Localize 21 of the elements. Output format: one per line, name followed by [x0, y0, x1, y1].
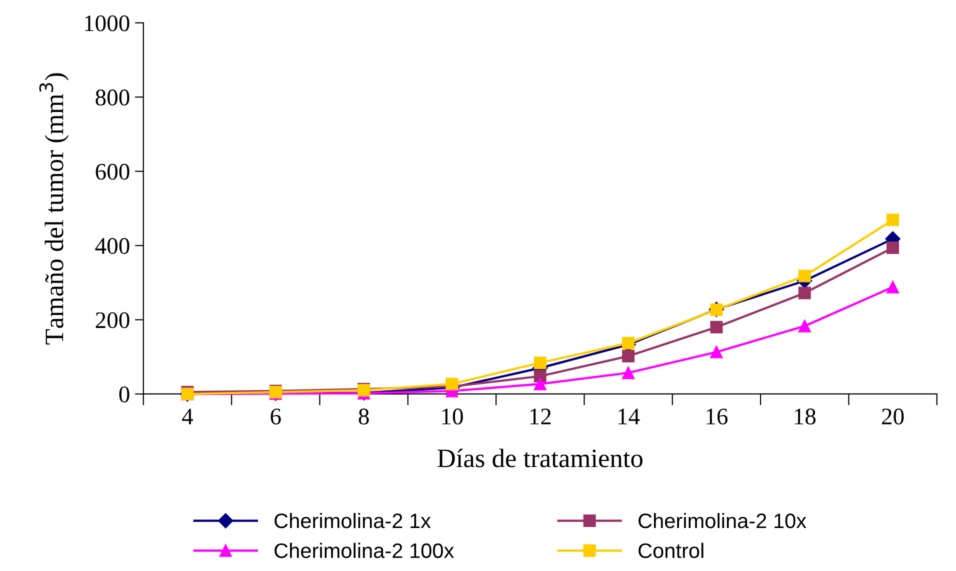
legend-label: Cherimolina-2 10x [638, 512, 806, 528]
y-axis-title: Tamaño del tumor (mm$^{3}$) [39, 73, 69, 344]
y-tick-label: 200 [96, 312, 130, 328]
x-tick-label: 8 [358, 408, 369, 424]
y-tick-label: 1000 [85, 15, 130, 32]
y-tick-label: 400 [95, 238, 130, 254]
legend-label: Control [638, 542, 704, 558]
x-tick-label: 6 [270, 408, 281, 424]
y-tick-label: 600 [96, 164, 130, 180]
x-axis-title: Días de tratamiento [438, 448, 642, 468]
y-tick-label: 800 [96, 90, 130, 106]
y-tick-label: 0 [119, 386, 130, 402]
x-tick-label: 4 [182, 408, 194, 424]
legend-label: Cherimolina-2 100x [274, 542, 454, 558]
x-tick-label: 16 [706, 408, 728, 424]
x-tick-label: 10 [442, 408, 463, 424]
x-tick-label: 20 [882, 408, 904, 424]
x-tick-label: 12 [530, 408, 551, 424]
x-tick-label: 18 [794, 408, 816, 424]
x-tick-label: 14 [618, 408, 640, 424]
legend-label: Cherimolina-2 1x [274, 512, 431, 528]
